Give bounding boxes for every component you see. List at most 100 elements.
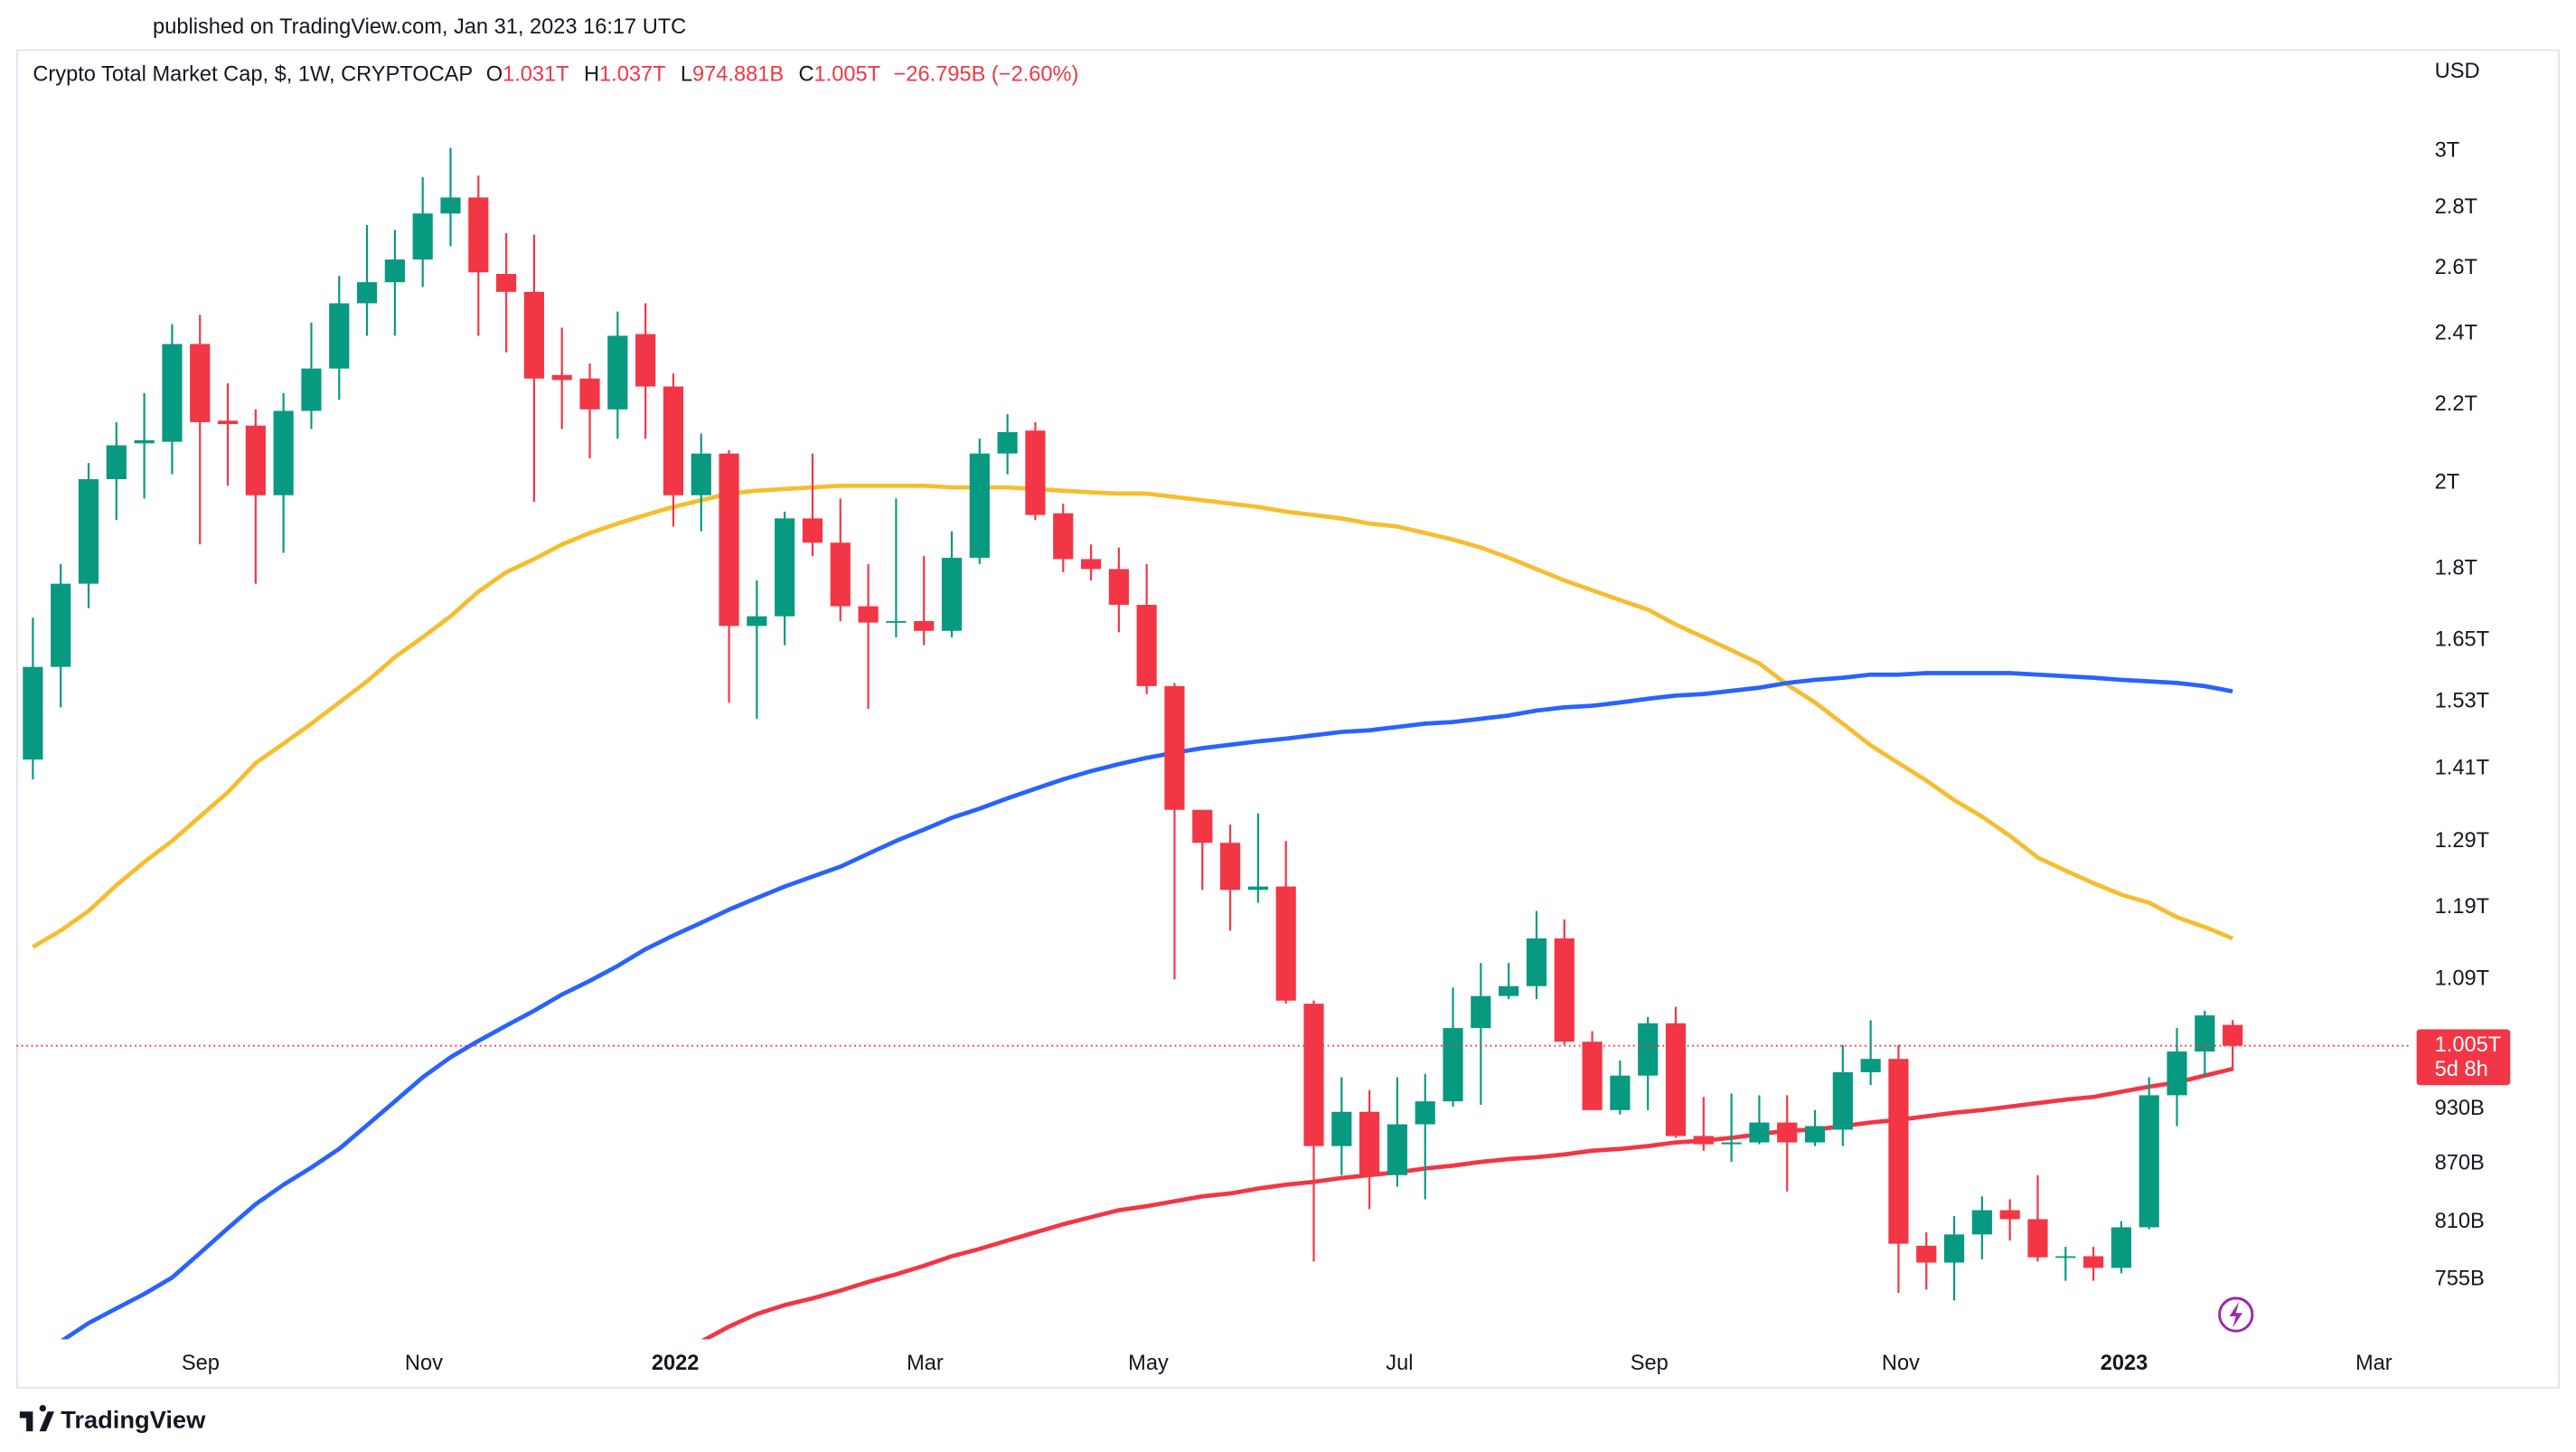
candle-body [1916,1245,1937,1263]
y-tick-label: 1.19T [2435,895,2489,919]
candle-body [134,439,155,444]
ohlc-value: 1.031T [503,63,569,87]
x-tick-label: 2023 [2101,1352,2148,1375]
candle-body [106,445,127,480]
symbol-title: Crypto Total Market Cap, $, 1W, CRYPTOCA… [33,63,473,87]
candle-body [2167,1051,2187,1096]
y-tick-label: 1.41T [2435,757,2489,780]
candle-body [1331,1111,1352,1146]
moving-average-line [60,671,2233,1340]
candle-body [1943,1234,1965,1263]
x-tick-label: Nov [1882,1352,1920,1375]
candle-body [1080,559,1102,570]
candle-body [1665,1023,1687,1136]
change-value: −26.795B (−2.60%) [894,63,1079,87]
candle-body [1832,1071,1853,1130]
x-tick-label: Jul [1386,1352,1413,1375]
ohlc-value: 1.005T [814,63,881,87]
last-price-box [2416,1029,2511,1086]
brand-logo[interactable]: TradingView [19,1405,206,1433]
candle-body [1971,1210,1992,1235]
candle-body [1804,1126,1826,1143]
candle-body [1053,513,1074,560]
y-tick-label: 1.29T [2435,829,2489,853]
candle-body [719,453,739,627]
candle-body [775,518,795,617]
candle-body [914,620,935,631]
candle-body [1415,1101,1435,1125]
candle-body [663,386,684,495]
candle-body [245,425,266,495]
candle-body [1219,843,1241,891]
x-tick-label: Sep [1631,1352,1669,1375]
candle-body [1610,1075,1631,1110]
candle-body [1275,886,1296,1001]
candle-body [190,344,211,422]
ohlc-key: H [584,63,599,87]
y-tick-label: 2.8T [2435,195,2477,219]
candle-body [1443,1028,1463,1102]
y-tick-label: 755B [2435,1268,2485,1291]
candle-body [1192,809,1213,844]
candle-body [941,557,963,631]
candle-body [830,542,851,607]
candle-body [1387,1124,1408,1175]
y-tick-label: 3T [2435,138,2460,162]
candle-body [412,213,433,260]
candle-body [1499,985,1519,996]
candle-body [691,453,711,495]
candle-body [1471,995,1491,1029]
y-tick-label: 2.4T [2435,321,2477,344]
x-tick-label: Mar [2355,1352,2393,1375]
candle-body [886,620,907,623]
candle-body [1721,1142,1742,1145]
last-price-label: 1.005T [2435,1033,2502,1057]
candle-body [635,334,656,387]
candle-body [78,479,99,584]
x-tick-label: Nov [405,1352,443,1375]
plot-area [23,147,2243,1340]
candle-body [1777,1122,1798,1143]
candle-body [301,368,322,411]
brand-name: TradingView [61,1405,206,1433]
countdown-label: 5d 8h [2435,1058,2488,1081]
ohlc-key: O [486,63,503,87]
candle-body [440,197,461,214]
y-tick-label: 2.2T [2435,392,2477,416]
candle-body [607,335,628,410]
candle-body [356,282,378,304]
candle-body [1693,1136,1714,1145]
candle-body [969,453,990,558]
chart-header: Crypto Total Market Cap, $, 1W, CRYPTOCA… [33,63,1078,87]
published-note: published on TradingView.com, Jan 31, 20… [153,15,686,39]
candle-body [1554,938,1575,1042]
candle-body [1526,938,1547,986]
candle-body [1164,685,1185,810]
candle-body [2083,1256,2104,1268]
candle-body [1359,1111,1380,1175]
candle-body [384,259,405,283]
candle-body [1582,1042,1603,1110]
candle-body [468,197,489,273]
candle-body [1999,1210,2020,1220]
candle-body [997,431,1018,454]
y-tick-label: 930B [2435,1097,2485,1120]
candle-body [2111,1227,2131,1268]
y-tick-label: 1.53T [2435,690,2489,713]
candle-body [2027,1219,2048,1258]
candle-body [1136,604,1157,686]
candle-body [2139,1095,2159,1228]
moving-average-line [32,483,2234,949]
candle-body [523,291,544,379]
candle-body [2195,1015,2215,1052]
y-tick-label: 1.8T [2435,557,2477,580]
candle-body [217,420,239,425]
axis-layer: 755B 810B 870B 930B 1.09T 1.19T 1.29T 1.41T 1.53… [16,138,2511,1375]
moving-average-line [700,1066,2233,1340]
y-tick-label: 2T [2435,470,2460,494]
lightning-icon[interactable] [2218,1296,2254,1333]
candle-body [858,606,879,623]
ohlc-value: 1.037T [599,63,666,87]
candle-body [1749,1122,1770,1143]
